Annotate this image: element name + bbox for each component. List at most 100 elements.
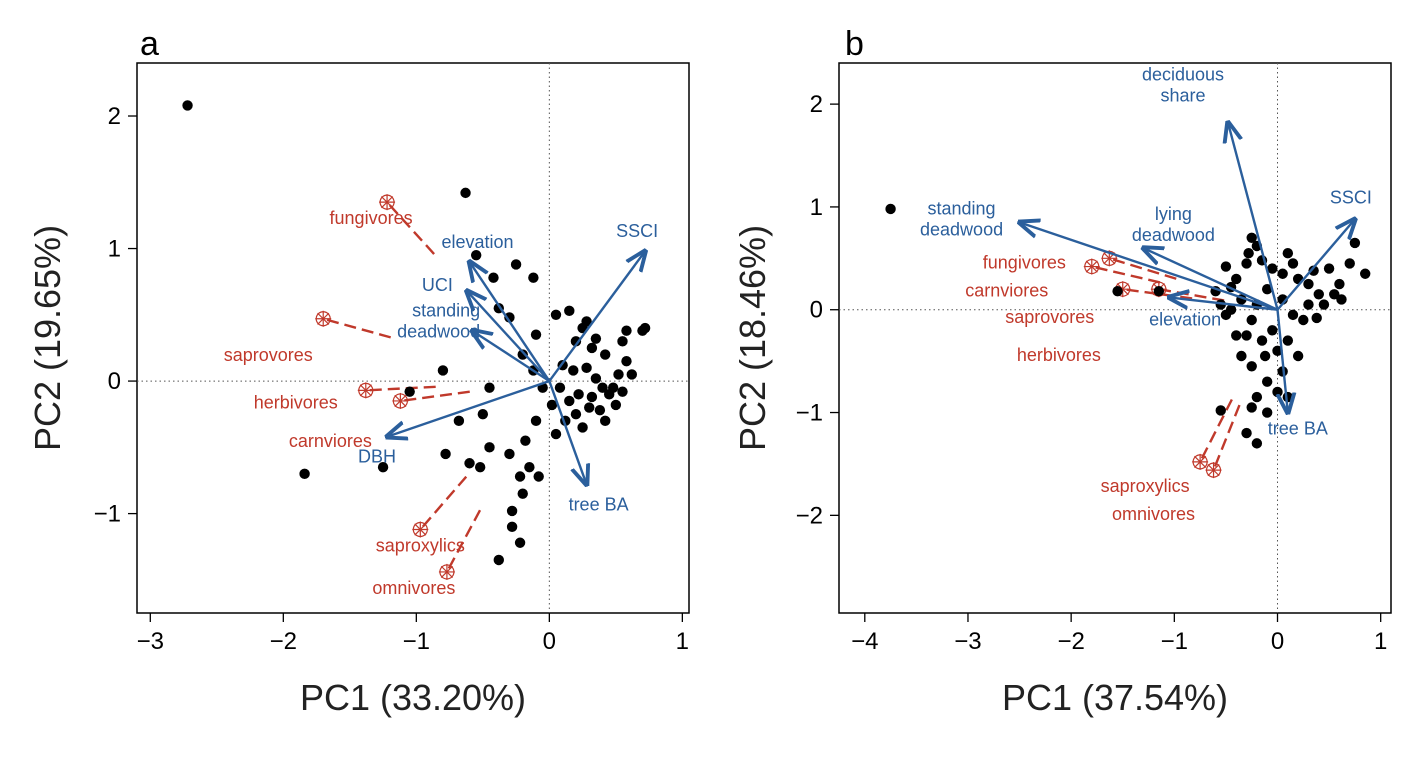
- panel-a-point: [546, 399, 558, 411]
- panel-b-point: [1246, 361, 1257, 372]
- panel-a-group-vector-label: omnivores: [372, 578, 455, 598]
- panel-a-x-tick-label: −2: [270, 628, 297, 655]
- panel-b-point: [1246, 232, 1257, 243]
- panel-a-point: [488, 272, 499, 283]
- panel-a-env-vector-arrow: [548, 380, 586, 484]
- panel-b-point: [1287, 258, 1299, 269]
- panel-b-x-tick-label: −3: [954, 628, 981, 655]
- panel-a-env-vector-arrow: [467, 291, 551, 382]
- panel-a-group-vector-marker: [315, 310, 332, 327]
- panel-a-env-vector-label: tree BA: [569, 494, 629, 514]
- panel-a-point: [568, 365, 579, 376]
- panel-a-group-vector-label: carnviores: [289, 431, 372, 451]
- panel-a-point: [621, 355, 632, 367]
- panel-b-group-vector-label: saprovores: [1005, 307, 1094, 327]
- panel-b-point: [1112, 286, 1123, 297]
- panel-a-point: [590, 333, 602, 344]
- panel-b-x-tick-label: 1: [1374, 628, 1387, 655]
- panel-a-env-vector-label: elevation: [441, 232, 513, 252]
- panel-a-point: [437, 365, 449, 376]
- panel-a-point: [460, 187, 471, 199]
- panel-b-point: [1259, 350, 1271, 362]
- panel-a-point: [613, 369, 624, 380]
- panel-b-group-vector-label: omnivores: [1112, 504, 1195, 524]
- panel-a-point: [440, 448, 451, 460]
- panel-b-group-vector-marker: [1192, 453, 1209, 470]
- panel-a-group-vector-line: [445, 509, 482, 573]
- panel-b-point: [1277, 268, 1288, 279]
- panel-b-point: [1298, 314, 1309, 326]
- panel-b-env-vector-label: elevation: [1149, 309, 1221, 329]
- panel-b-point: [885, 203, 896, 215]
- panel-b-group-vector-line: [1091, 265, 1161, 284]
- panel-b-x-tick-label: −2: [1057, 628, 1084, 655]
- panel-b-env-vector-label: deciduous share: [1142, 65, 1224, 106]
- panel-a-point: [182, 100, 193, 111]
- panel-b-env-vector-label: tree BA: [1268, 419, 1328, 439]
- panel-b-env-vector-arrow: [1228, 123, 1279, 311]
- panel-a-point: [586, 342, 598, 354]
- panel-b-point: [1236, 350, 1247, 362]
- panel-b-point: [1241, 427, 1252, 439]
- panel-b-env-vectors: deciduous share standing deadwood lying deadw…: [920, 65, 1372, 439]
- panel-a-ticks: −3 −2 −1 0 1 −1 0 1 2: [94, 103, 689, 655]
- panel-b-point: [1267, 263, 1278, 274]
- panel-a-group-vector-marker: [357, 382, 374, 399]
- panel-a-group-vector-label: saproxylics: [376, 536, 465, 556]
- panel-a-env-vector-label: UCI: [422, 275, 453, 295]
- panel-a-y-tick-label: 0: [108, 368, 121, 395]
- panel-b-point: [1360, 268, 1371, 279]
- panel-b-point: [1272, 345, 1283, 357]
- panel-b-point: [1246, 314, 1257, 326]
- panel-b-x-tick-label: −4: [851, 628, 878, 655]
- panel-b-point: [1308, 265, 1319, 276]
- panel-a-point: [550, 309, 562, 321]
- panel-a-x-axis-title: PC1 (33.20%): [300, 677, 526, 718]
- panel-b-point: [1246, 402, 1257, 413]
- panel-b-group-vector-line: [1108, 257, 1177, 280]
- panel-b-env-vector-arrow: [1020, 222, 1278, 311]
- panel-b-point: [1287, 309, 1299, 321]
- panel-b-group-vectors: fungivores carnviores saprovores herbivores…: [965, 250, 1241, 524]
- panel-b-env-vector-label: standing deadwood: [920, 198, 1003, 239]
- panel-a-point: [464, 458, 475, 469]
- panel-a-group-vector-line: [386, 201, 435, 255]
- panel-a-point: [517, 349, 528, 360]
- panel-a-point: [506, 521, 518, 533]
- panel-b-group-vector-label: saproxylics: [1101, 476, 1190, 496]
- panel-a-env-vectors: SSCI elevation UCI standing deadwood DBH tree …: [358, 221, 658, 514]
- panel-b-point: [1311, 312, 1322, 324]
- panel-a-point: [514, 537, 526, 548]
- panel-a-point: [404, 386, 415, 397]
- panel-b-y-tick-label: −1: [796, 400, 823, 427]
- panel-a-point: [600, 349, 611, 360]
- panel-b-group-vector-label: fungivores: [983, 252, 1066, 272]
- panel-a-point: [550, 428, 562, 440]
- panel-b-point: [1241, 258, 1252, 269]
- panel-a-point: [577, 422, 588, 433]
- panel-b-point: [1225, 304, 1237, 315]
- panel-b-env-vector-arrow: [1169, 297, 1278, 311]
- panel-b-x-tick-label: 0: [1271, 628, 1284, 655]
- panel-a-group-vector-line: [400, 390, 470, 403]
- panel-b-point: [1282, 335, 1294, 346]
- panel-b-group-vector-marker: [1205, 462, 1222, 479]
- panel-a-point: [581, 362, 592, 374]
- panel-a-point: [639, 322, 651, 334]
- panel-a-group-vector-label: herbivores: [254, 392, 338, 412]
- panel-a-point: [564, 305, 575, 317]
- panel-b-point: [1282, 247, 1294, 259]
- panel-a-point: [528, 272, 539, 283]
- panel-a-group-vectors: fungivores saprovores herbivores carnviores…: [224, 194, 482, 598]
- panel-a-point: [570, 336, 582, 347]
- panel-b-point: [1303, 278, 1314, 290]
- panel-b-y-tick-label: −2: [796, 502, 823, 529]
- panel-b-group-vector-marker: [1083, 258, 1100, 275]
- panel-a-group-vector-marker: [379, 194, 396, 211]
- panel-a-point: [514, 471, 526, 482]
- panel-b-point: [1272, 386, 1283, 398]
- panel-a-point: [617, 386, 628, 397]
- panel-b-point: [1251, 438, 1263, 449]
- panel-a-letter: a: [140, 25, 159, 63]
